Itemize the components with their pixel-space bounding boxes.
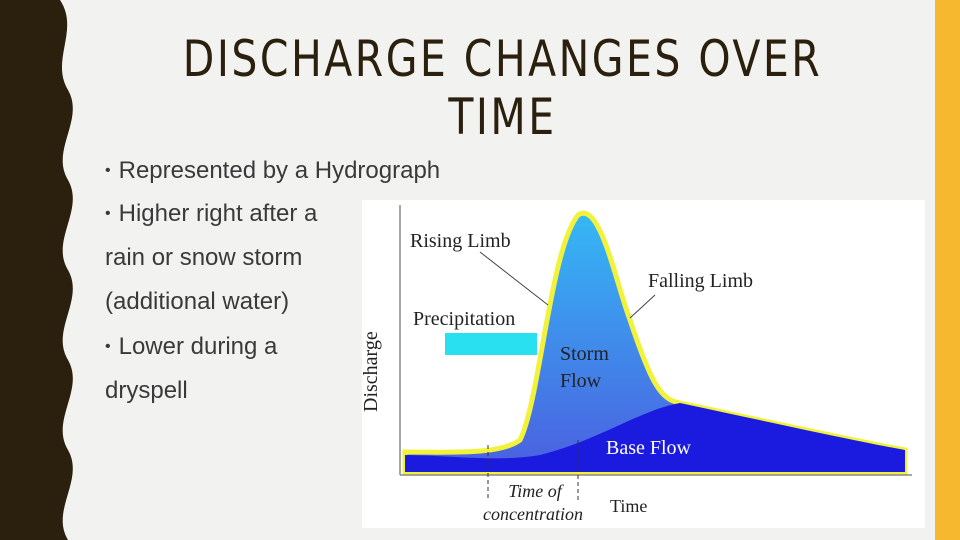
bullet-text: rain or snow storm — [105, 244, 303, 271]
bullet-line: • Lower during a — [105, 333, 277, 361]
bullet-text: Lower during a — [118, 333, 278, 360]
toc-label: Time of — [508, 481, 565, 501]
precipitation-label: Precipitation — [413, 308, 515, 330]
leader-line — [629, 294, 656, 319]
left-border — [0, 0, 73, 540]
toc-label: concentration — [483, 504, 583, 524]
slide-title: DISCHARGE CHANGES OVER TIME — [182, 30, 823, 146]
precipitation-bar — [445, 333, 537, 355]
right-bar — [935, 0, 960, 540]
bullet-line: • Represented by a Hydrograph — [105, 157, 440, 185]
bullet-line: (additional water) — [105, 288, 289, 316]
x-axis-label: Time — [610, 496, 647, 516]
rising-limb-label: Rising Limb — [410, 230, 511, 252]
y-axis-label: Discharge — [360, 331, 382, 412]
bullet-text: Represented by a Hydrograph — [118, 157, 441, 184]
bullet-marker: • — [105, 162, 111, 179]
bullet-text: (additional water) — [105, 288, 290, 315]
bullet-line: rain or snow storm — [105, 244, 302, 272]
storm-flow-label: Storm — [560, 343, 609, 365]
base-flow-label: Base Flow — [606, 437, 692, 459]
bullet-text: Higher right after a — [118, 200, 318, 227]
bullet-line: dryspell — [105, 377, 188, 405]
leader-line — [479, 251, 549, 306]
storm-flow-label: Flow — [560, 370, 602, 392]
bullet-marker: • — [105, 338, 111, 355]
bullet-text: dryspell — [105, 377, 188, 404]
bullet-line: • Higher right after a — [105, 200, 317, 228]
base-flow-area — [405, 403, 905, 472]
falling-limb-label: Falling Limb — [648, 270, 753, 292]
bullet-marker: • — [105, 205, 111, 222]
